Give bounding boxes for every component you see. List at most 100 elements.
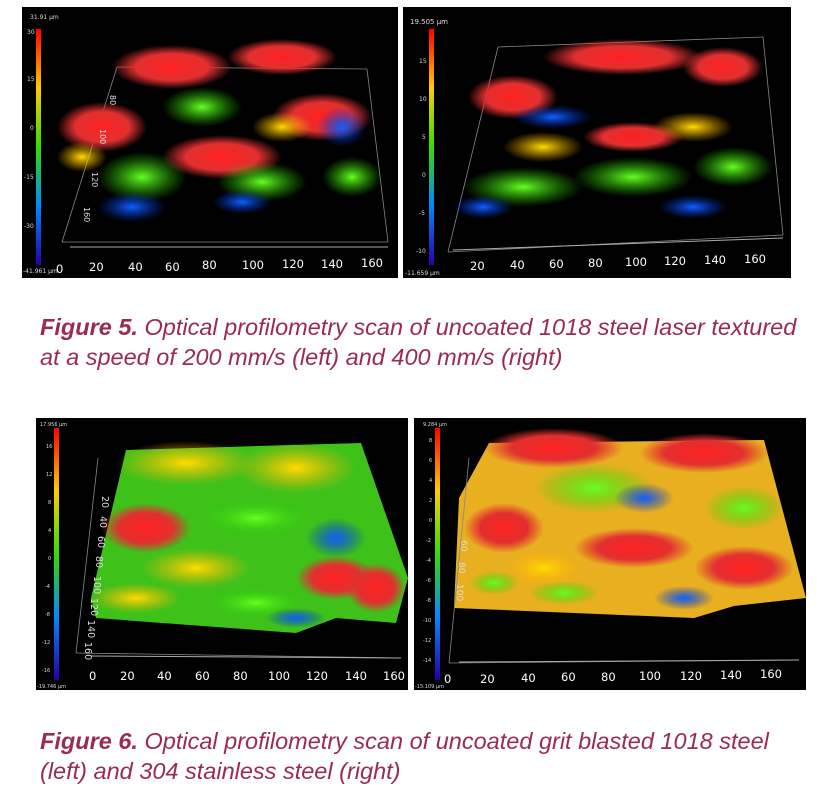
scale-tick: -6 [426,578,431,584]
scale-tick: 4 [48,528,51,534]
x-tick: 40 [128,260,143,274]
x-tick: 60 [549,257,564,271]
scale-tick: 0 [422,172,426,179]
scale-tick: -10 [416,248,426,255]
scale-tick: 8 [48,500,51,506]
y-tick: 60 [95,536,106,548]
y-tick: 100 [454,584,464,601]
x-tick: 140 [345,669,367,683]
scale-tick: -4 [426,558,431,564]
figure-5-caption: Figure 5. Optical profilometry scan of u… [40,312,810,372]
x-tick: 140 [321,257,343,271]
x-tick: 20 [89,260,104,274]
color-scale-bar [435,428,440,680]
x-tick: 0 [444,672,451,686]
scale-min-label: -11.659 μm [405,270,440,277]
fig6-left-scan: 17.956 μm -19.746 μm 16 12 8 4 0 -4 -8 -… [36,418,408,690]
scale-tick: -12 [423,638,431,644]
y-tick: 120 [88,598,99,616]
scale-tick: 8 [429,438,432,444]
scale-min-label: -41.961 μm [23,268,58,275]
x-tick: 80 [202,258,217,272]
figure-5-label: Figure 5. [40,314,138,340]
y-tick: 60 [458,540,468,552]
y-tick: 100 [91,576,102,594]
y-tick: 160 [82,642,93,660]
x-tick: 60 [561,670,576,684]
x-tick: 60 [195,669,210,683]
x-tick: 140 [704,253,726,267]
figure-6-caption: Figure 6. Optical profilometry scan of u… [40,726,810,786]
x-tick: 80 [601,670,616,684]
scale-tick: -5 [419,210,425,217]
surface-texture [453,39,773,219]
scale-max-label: 17.956 μm [40,422,67,428]
color-scale-bar [429,29,434,265]
x-tick: 120 [664,254,686,268]
scale-tick: 15 [27,76,35,83]
y-tick: 80 [456,562,466,574]
scale-tick: 5 [422,134,426,141]
x-tick: 80 [588,256,603,270]
x-tick: 100 [242,258,264,272]
scale-tick: -4 [45,584,50,590]
scale-tick: 4 [429,478,432,484]
scale-tick: -30 [24,223,34,230]
scale-tick: -14 [423,658,431,664]
scale-tick: 30 [27,29,35,36]
scale-tick: -12 [42,640,50,646]
scale-tick: -10 [423,618,431,624]
scale-tick: -16 [42,668,50,674]
x-tick: 100 [639,669,661,683]
scale-tick: -8 [426,598,431,604]
surface-texture [57,39,382,222]
scale-tick: 10 [419,96,427,103]
scale-min-label: -15.109 μm [415,684,444,690]
surface-texture [91,441,406,628]
scale-max-label: 31.91 μm [30,14,59,21]
y-tick: 20 [99,496,110,508]
scale-tick: -2 [426,538,431,544]
x-tick: 140 [720,668,742,682]
scale-tick: 12 [46,472,52,478]
x-tick: 60 [165,260,180,274]
y-tick: 80 [93,556,104,568]
y-tick: 120 [90,172,99,187]
y-tick: 140 [85,620,96,638]
x-tick: 100 [625,255,647,269]
y-tick: 80 [108,95,117,105]
figure-5-caption-text: Optical profilometry scan of uncoated 10… [40,314,797,370]
fig6-right-scan: 9.284 μm -15.109 μm 8 6 4 2 0 -2 -4 -6 -… [414,418,806,690]
scale-tick: 16 [46,444,52,450]
x-tick: 160 [760,667,782,681]
scale-tick: 2 [429,498,432,504]
x-tick: 80 [233,669,248,683]
fig5-right-scan: 19.505 μm -11.659 μm 15 10 5 0 -5 -10 [403,7,791,278]
fig5-left-scan: 31.91 μm -41.961 μm 30 15 0 -15 -30 [22,7,398,278]
scale-tick: 0 [429,518,432,524]
scale-tick: -8 [45,612,50,618]
x-tick: 160 [744,252,766,266]
x-tick: 40 [510,258,525,272]
scale-min-label: -19.746 μm [37,684,66,690]
x-tick: 120 [282,257,304,271]
x-tick: 40 [521,671,536,685]
scale-tick: 0 [48,556,51,562]
color-scale-bar [36,29,41,265]
x-tick: 0 [89,669,96,683]
x-tick: 20 [470,259,485,273]
x-tick: 0 [56,262,63,276]
surface-texture [464,428,794,610]
x-tick: 20 [480,672,495,686]
x-tick: 160 [383,669,405,683]
figure-6-label: Figure 6. [40,728,138,754]
x-tick: 20 [120,669,135,683]
x-tick: 120 [680,669,702,683]
scale-tick: -15 [24,174,34,181]
x-tick: 120 [306,669,328,683]
scale-max-label: 9.284 μm [423,422,447,428]
scale-tick: 0 [30,125,34,132]
x-tick: 160 [361,256,383,270]
x-tick: 100 [268,669,290,683]
figure-6-caption-text: Optical profilometry scan of uncoated gr… [40,728,769,784]
